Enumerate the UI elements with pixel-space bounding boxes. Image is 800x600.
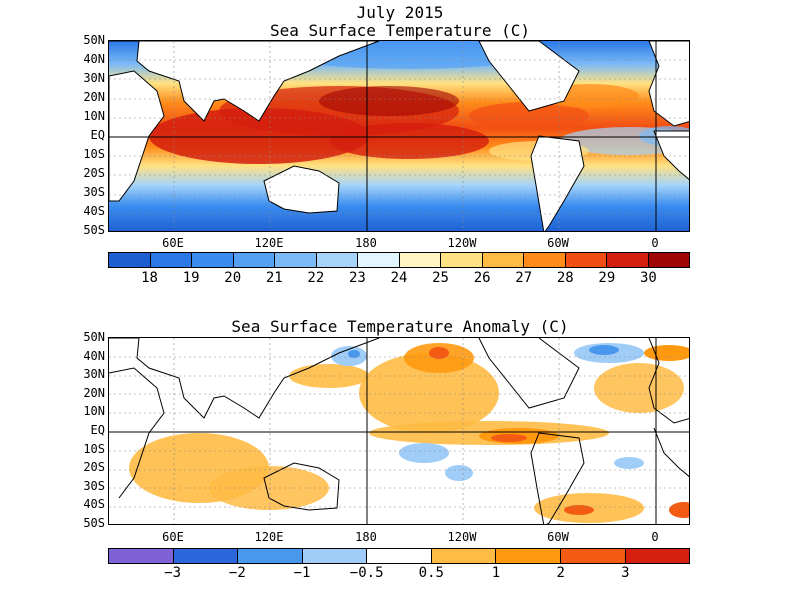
sst-map-graphic <box>109 41 689 231</box>
sst-lon-label: 120W <box>447 236 477 250</box>
sst-colorbar-swatch <box>648 253 689 267</box>
anomaly-lon-label: 60W <box>547 530 569 544</box>
sst-colorbar-swatch <box>275 253 317 267</box>
anomaly-land <box>109 338 689 524</box>
anomaly-colorbar-label: −1 <box>293 565 311 581</box>
sst-lat-label: 20N <box>83 90 105 104</box>
anomaly-lon-label: 120W <box>447 530 477 544</box>
sst-lon-label: 60E <box>162 236 184 250</box>
sst-lat-label: 40N <box>83 52 105 66</box>
sst-colorbar-swatch <box>482 253 524 267</box>
sst-lon-label: 120E <box>254 236 284 250</box>
anomaly-colorbar-label: −2 <box>228 565 246 581</box>
anomaly-grid <box>109 338 689 524</box>
sst-colorbar-label: 18 <box>141 270 158 286</box>
sst-colorbar-swatch <box>316 253 358 267</box>
anomaly-lat-label: 30S <box>83 478 105 493</box>
sst-lat-label: 30S <box>83 185 105 199</box>
anomaly-lat-label: EQ <box>90 423 105 437</box>
anomaly-lat-label: 20N <box>83 385 105 400</box>
anomaly-lat-label: 10N <box>83 404 105 419</box>
anomaly-colorbar-swatch <box>431 549 497 563</box>
sst-land <box>109 41 689 231</box>
sst-lat-label: 40S <box>83 204 105 218</box>
sst-colorbar-swatch <box>358 253 400 267</box>
anomaly-colorbar-swatch <box>238 549 303 563</box>
sst-colorbar-label: 21 <box>265 270 283 286</box>
anomaly-lon-label: 60E <box>162 530 184 544</box>
anomaly-colorbar-swatch <box>496 549 561 563</box>
anomaly-lat-label: 40S <box>83 497 105 512</box>
anomaly-lat-label: 50S <box>83 516 105 530</box>
anomaly-lat-label: 20S <box>83 460 105 475</box>
sst-colorbar-swatch <box>109 253 151 267</box>
anomaly-lat-label: 10S <box>83 441 105 456</box>
anomaly-lon-label: 0 <box>651 530 659 544</box>
sst-lat-label: 10N <box>83 109 105 123</box>
sst-colorbar-swatch <box>607 253 649 267</box>
anomaly-colorbar-swatch <box>173 549 239 563</box>
sst-map <box>108 40 690 232</box>
sst-colorbar-label: 26 <box>473 270 491 286</box>
sst-lat-label: 50N <box>83 33 105 47</box>
sst-lat-label: 20S <box>83 166 105 180</box>
sst-colorbar-label: 19 <box>182 270 200 286</box>
anomaly-lon-label: 180 <box>355 530 377 544</box>
anomaly-lat-label: 40N <box>83 348 105 363</box>
sst-colorbar-swatch <box>524 253 566 267</box>
sst-colorbar-label: 28 <box>556 270 574 286</box>
anomaly-colorbar-label: −3 <box>164 565 182 581</box>
anomaly-colorbar-swatch <box>625 549 690 563</box>
anomaly-colorbar-label: 1 <box>491 565 501 581</box>
sst-colorbar-label: 22 <box>307 270 325 286</box>
sst-grid <box>109 41 689 231</box>
sst-colorbar-label: 23 <box>348 270 366 286</box>
sst-colorbar-swatch <box>150 253 192 267</box>
sst-lon-label: 0 <box>651 236 659 250</box>
anomaly-cool-regions <box>331 343 644 481</box>
sst-colorbar-swatch <box>441 253 483 267</box>
sst-colorbar-swatch <box>233 253 275 267</box>
anomaly-colorbar-swatch <box>367 549 432 563</box>
anomaly-colorbar-label: −0.5 <box>349 565 384 581</box>
sst-lon-label: 60W <box>547 236 569 250</box>
sst-colorbar-label: 30 <box>639 270 657 286</box>
sst-lat-label: EQ <box>90 128 105 142</box>
anomaly-map <box>108 337 690 525</box>
sst-colorbar-label: 24 <box>390 270 408 286</box>
sst-map-title: Sea Surface Temperature (C) <box>269 21 531 40</box>
sst-lat-label: 10S <box>83 147 105 161</box>
sst-lon-label: 180 <box>355 236 377 250</box>
sst-lat-label: 50S <box>83 223 105 237</box>
sst-lat-label: 30N <box>83 71 105 85</box>
figure-date-title: July 2015 <box>356 3 444 22</box>
anomaly-colorbar-swatch <box>302 549 368 563</box>
sst-colorbar <box>108 252 690 268</box>
sst-colorbar-label: 25 <box>432 270 449 286</box>
anomaly-lon-label: 120E <box>254 530 284 544</box>
anomaly-colorbar-swatch <box>560 549 626 563</box>
sst-colorbar-label: 20 <box>224 270 242 286</box>
anomaly-lat-label: 50N <box>83 330 105 344</box>
anomaly-colorbar <box>108 548 690 564</box>
anomaly-colorbar-label: 3 <box>621 565 630 581</box>
sst-colorbar-swatch <box>399 253 441 267</box>
anomaly-map-title: Sea Surface Temperature Anomaly (C) <box>231 317 569 336</box>
sst-colorbar-label: 27 <box>515 270 533 286</box>
anomaly-colorbar-label: 2 <box>556 565 565 581</box>
anomaly-colorbar-swatch <box>109 549 174 563</box>
anomaly-map-graphic <box>109 338 689 524</box>
sst-colorbar-swatch <box>192 253 234 267</box>
anomaly-colorbar-label: 0.5 <box>418 565 444 581</box>
anomaly-lat-label: 30N <box>83 367 105 382</box>
sst-colorbar-swatch <box>565 253 607 267</box>
sst-colorbar-label: 29 <box>598 270 616 286</box>
